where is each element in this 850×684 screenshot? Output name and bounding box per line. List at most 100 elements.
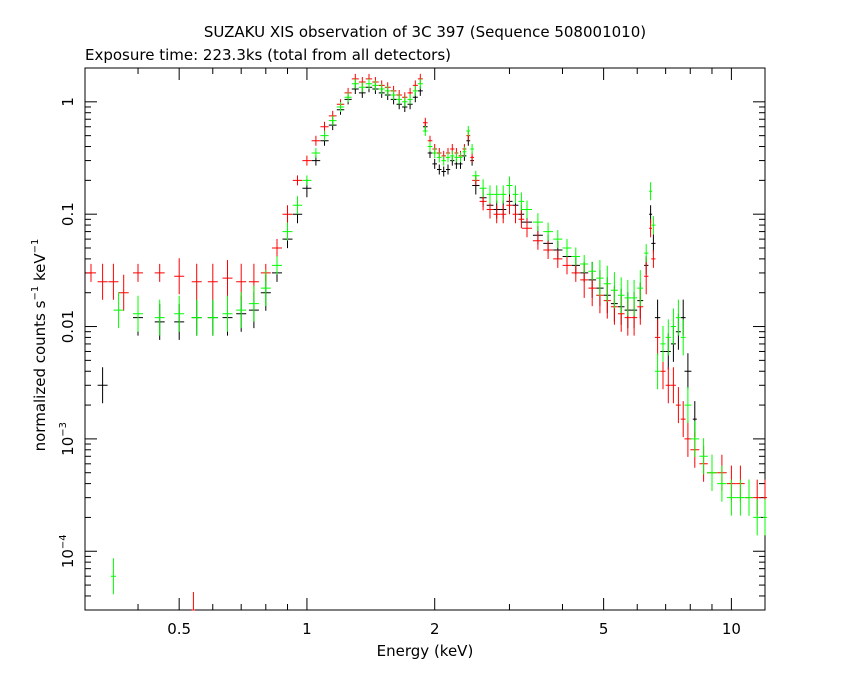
data-point-series-3	[384, 85, 391, 96]
data-point-series-3	[493, 185, 500, 204]
data-point-series-3	[562, 239, 572, 257]
data-point-series-3	[282, 222, 293, 241]
data-point-series-3	[437, 152, 442, 163]
data-point-series-2	[684, 420, 692, 457]
data-point-series-2	[649, 219, 653, 238]
data-point-series-2	[522, 219, 532, 238]
data-point-series-3	[260, 270, 271, 307]
data-point-series-3	[191, 299, 202, 336]
data-point-series-3	[717, 465, 727, 502]
data-point-series-3	[427, 141, 433, 152]
data-point-series-2	[512, 205, 519, 224]
y-tick-label-exp: −3	[58, 422, 69, 437]
x-tick-label: 1	[302, 620, 312, 638]
data-point-series-1	[684, 353, 692, 390]
data-point-series-3	[222, 295, 233, 332]
data-point-series-3	[344, 92, 352, 103]
y-tick-label-base: 10	[59, 549, 77, 568]
x-axis-label: Energy (keV)	[377, 642, 474, 660]
data-point-series-3	[649, 182, 653, 201]
data-point-series-3	[358, 82, 366, 93]
data-point-series-2	[670, 367, 676, 404]
data-point-series-1	[97, 367, 108, 404]
data-point-series-2	[86, 263, 96, 282]
data-point-series-3	[580, 255, 589, 273]
data-point-series-3	[660, 325, 666, 362]
x-tick-label: 0.5	[167, 620, 191, 638]
data-point-series-3	[365, 78, 373, 89]
data-point-series-2	[651, 249, 656, 268]
data-point-series-3	[486, 185, 494, 204]
data-point-series-3	[466, 126, 471, 136]
data-point-series-3	[207, 299, 218, 336]
data-point-series-3	[617, 277, 625, 314]
data-point-series-2	[207, 263, 218, 300]
data-point-series-2	[553, 249, 563, 268]
data-point-series-3	[328, 115, 337, 126]
data-point-series-3	[372, 80, 379, 91]
data-point-series-3	[624, 279, 631, 316]
data-point-series-3	[396, 94, 402, 105]
data-point-series-3	[603, 265, 611, 302]
data-point-series-3	[472, 170, 480, 181]
data-point-series-3	[113, 292, 124, 329]
data-point-series-3	[402, 96, 408, 107]
data-point-series-3	[726, 479, 736, 516]
data-point-series-2	[470, 152, 474, 163]
data-point-series-3	[462, 146, 467, 157]
data-point-series-3	[412, 85, 418, 96]
data-point-series-3	[637, 270, 644, 307]
data-point-series-3	[441, 155, 446, 166]
data-point-series-3	[174, 295, 185, 332]
y-tick-label: 10−3	[58, 422, 77, 456]
data-point-series-2	[500, 205, 507, 224]
data-point-series-3	[675, 299, 681, 336]
y-tick-label-exp: −4	[58, 534, 69, 549]
y-tick-label: 0.1	[59, 202, 77, 226]
y-axis-label-exp1: −1	[30, 286, 41, 301]
data-point-series-3	[506, 176, 513, 195]
data-point-series-3	[351, 78, 359, 89]
x-tick-label: 2	[430, 620, 440, 638]
data-point-series-2	[302, 155, 312, 166]
data-point-series-2	[506, 196, 513, 215]
data-point-series-2	[97, 263, 108, 300]
data-point-series-1	[441, 166, 446, 177]
y-tick-label: 0.01	[59, 310, 77, 343]
y-tick-label: 1	[59, 97, 77, 107]
data-point-series-1	[445, 164, 451, 175]
data-point-series-3	[236, 292, 247, 329]
data-point-series-3	[744, 479, 754, 516]
data-point-series-2	[665, 367, 671, 404]
plot-area: 0.5 1 2 5 1010−410−30.010.11	[58, 67, 767, 638]
data-point-series-3	[512, 185, 519, 204]
data-point-series-3	[458, 152, 463, 163]
data-point-series-3	[500, 185, 507, 204]
data-point-series-2	[532, 231, 543, 250]
y-axis-label-mid: keV	[31, 253, 49, 286]
data-point-series-3	[690, 420, 700, 457]
data-point-series-3	[651, 216, 656, 235]
data-point-series-2	[311, 135, 321, 146]
data-point-series-3	[432, 148, 437, 158]
data-point-series-3	[532, 213, 543, 232]
data-point-series-3	[596, 260, 604, 297]
data-point-series-3	[445, 152, 451, 163]
data-point-series-3	[699, 438, 708, 475]
data-point-series-3	[110, 558, 116, 595]
data-point-series-2	[222, 260, 233, 297]
data-point-series-2	[518, 210, 525, 229]
data-point-series-2	[680, 401, 686, 438]
data-point-series-3	[272, 256, 282, 275]
data-point-series-2	[571, 263, 580, 282]
data-point-series-3	[631, 279, 638, 316]
data-point-series-2	[644, 258, 649, 295]
data-point-series-3	[610, 272, 618, 309]
data-point-series-3	[753, 499, 762, 536]
data-point-series-3	[454, 152, 459, 163]
data-point-series-2	[543, 241, 553, 259]
data-point-series-1	[651, 234, 656, 253]
chart-title: SUZAKU XIS observation of 3C 397 (Sequen…	[204, 23, 646, 41]
